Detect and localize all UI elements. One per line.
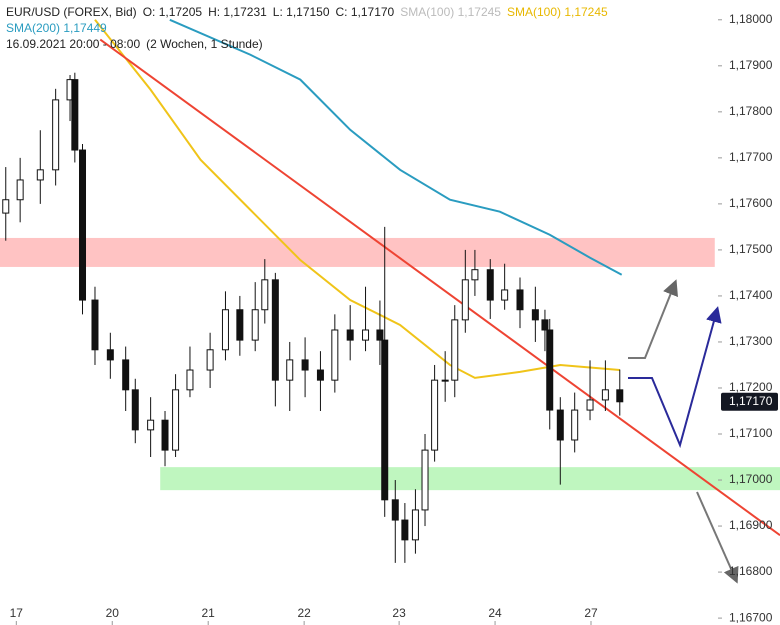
- candle-body: [251, 309, 259, 341]
- header-text: 16.09.2021 20:00 - 08:00: [6, 37, 141, 51]
- x-tick-label: 20: [106, 606, 120, 620]
- candle-body: [147, 419, 155, 431]
- candle-body: [571, 409, 579, 441]
- candle-body: [2, 199, 10, 214]
- candle-body: [541, 319, 549, 331]
- candle-body: [471, 269, 479, 281]
- indicator-line: [169, 18, 623, 276]
- candle-body: [516, 289, 524, 311]
- candle-body: [451, 319, 459, 381]
- x-tick-label: 21: [202, 606, 216, 620]
- y-tick-label: 1,17900: [729, 58, 773, 72]
- candle-body: [531, 309, 539, 321]
- header-text: SMA(100) 1,17245: [506, 5, 608, 19]
- candle-body: [286, 359, 294, 381]
- y-tick-label: 1,17800: [729, 104, 773, 118]
- candle-body: [381, 339, 389, 501]
- zone: [160, 467, 780, 491]
- candle-body: [411, 509, 419, 541]
- y-tick-label: 1,17700: [729, 150, 773, 164]
- candle-body: [16, 179, 24, 201]
- candle-body: [106, 349, 114, 361]
- zone: [0, 237, 715, 267]
- y-tick-label: 1,16800: [729, 564, 773, 578]
- scenario-arrow-blue: [628, 306, 722, 449]
- header-line: EUR/USD (FOREX, Bid) O: 1,17205 H: 1,17231…: [6, 4, 614, 20]
- header-text: EUR/USD (FOREX, Bid): [6, 5, 137, 19]
- candle-body: [401, 519, 409, 541]
- x-tick-label: 27: [584, 606, 598, 620]
- header-text: SMA(200) 1,17449: [6, 21, 107, 35]
- x-tick-label: 24: [488, 606, 502, 620]
- candle-body: [376, 329, 384, 341]
- candle-body: [91, 299, 99, 351]
- candle-body: [221, 309, 229, 351]
- indicator-line: [99, 38, 780, 537]
- candle-body: [431, 379, 439, 451]
- y-tick-label: 1,16900: [729, 518, 773, 532]
- candle-body: [236, 309, 244, 341]
- chart-header: EUR/USD (FOREX, Bid) O: 1,17205 H: 1,17231…: [6, 4, 614, 52]
- candle-body: [616, 389, 624, 403]
- candle-body: [331, 329, 339, 381]
- candle-body: [206, 349, 214, 371]
- candle-body: [556, 409, 564, 441]
- header-text: (2 Wochen, 1 Stunde): [146, 37, 263, 51]
- y-tick-label: 1,17000: [729, 472, 773, 486]
- candle-body: [601, 389, 609, 401]
- candle-body: [501, 289, 509, 301]
- candle-body: [461, 279, 469, 321]
- candle-body: [131, 389, 139, 431]
- candle-body: [362, 329, 370, 341]
- candle-body: [172, 389, 180, 451]
- y-tick-label: 1,17500: [729, 242, 773, 256]
- candle-body: [391, 499, 399, 521]
- candle-body: [316, 369, 324, 381]
- header-text: L: 1,17150: [272, 5, 330, 19]
- candle-body: [52, 99, 60, 171]
- last-price-label: 1,17170: [729, 394, 773, 408]
- candle-body: [161, 419, 169, 451]
- last-price-box: [721, 392, 778, 411]
- header-text: O: 1,17205: [142, 5, 203, 19]
- candle-body: [261, 279, 269, 311]
- candle-body: [346, 329, 354, 341]
- candle-body: [36, 169, 44, 181]
- header-text: SMA(100) 1,17245: [400, 5, 501, 19]
- x-tick-label: 17: [10, 606, 24, 620]
- x-tick-label: 23: [392, 606, 406, 620]
- candle-body: [122, 359, 130, 391]
- header-text: H: 1,17231: [208, 5, 267, 19]
- candle-body: [71, 79, 79, 151]
- candle-body: [546, 329, 554, 411]
- header-line: 16.09.2021 20:00 - 08:00 (2 Wochen, 1 Stu…: [6, 36, 614, 52]
- candle-body: [79, 149, 87, 301]
- y-tick-label: 1,16700: [729, 610, 773, 624]
- candle-body: [421, 449, 429, 511]
- scenario-arrow-down: [696, 491, 739, 584]
- y-tick-label: 1,18000: [729, 12, 773, 26]
- x-tick-label: 22: [297, 606, 311, 620]
- indicator-line: [94, 19, 620, 379]
- candle-body: [186, 369, 194, 391]
- candle-body: [301, 359, 309, 371]
- y-tick-label: 1,17300: [729, 334, 773, 348]
- header-line: SMA(200) 1,17449: [6, 20, 614, 36]
- candle-body: [271, 279, 279, 381]
- y-tick-label: 1,17600: [729, 196, 773, 210]
- candle-body: [441, 379, 449, 382]
- candle-body: [586, 399, 594, 411]
- candle-body: [486, 269, 494, 301]
- scenario-arrow-up: [628, 279, 678, 359]
- header-text: C: 1,17170: [335, 5, 395, 19]
- y-tick-label: 1,17200: [729, 380, 773, 394]
- y-tick-label: 1,17400: [729, 288, 773, 302]
- y-tick-label: 1,17100: [729, 426, 773, 440]
